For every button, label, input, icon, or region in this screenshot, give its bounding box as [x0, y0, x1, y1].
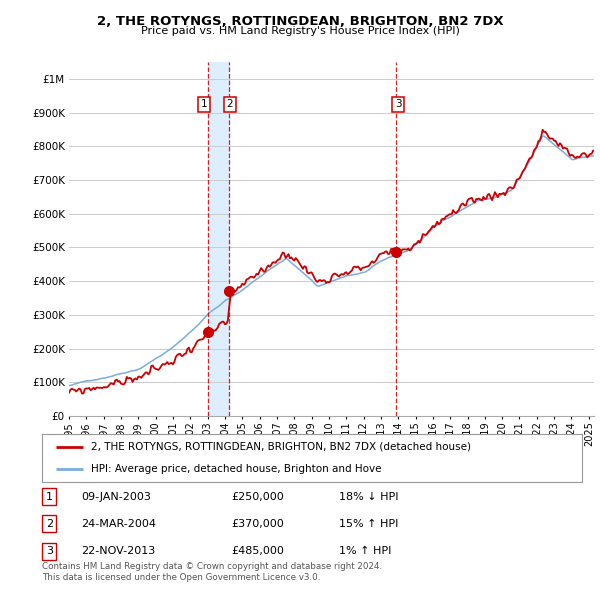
Text: 09-JAN-2003: 09-JAN-2003 [81, 492, 151, 502]
Text: 2, THE ROTYNGS, ROTTINGDEAN, BRIGHTON, BN2 7DX (detached house): 2, THE ROTYNGS, ROTTINGDEAN, BRIGHTON, B… [91, 442, 470, 452]
Text: 2: 2 [226, 100, 233, 109]
Text: 1% ↑ HPI: 1% ↑ HPI [339, 546, 391, 556]
Text: 18% ↓ HPI: 18% ↓ HPI [339, 492, 398, 502]
Bar [208, 62, 229, 416]
Text: 3: 3 [46, 546, 53, 556]
Text: 1: 1 [46, 492, 53, 502]
Text: 3: 3 [395, 100, 401, 109]
Text: 15% ↑ HPI: 15% ↑ HPI [339, 519, 398, 529]
Text: 2, THE ROTYNGS, ROTTINGDEAN, BRIGHTON, BN2 7DX: 2, THE ROTYNGS, ROTTINGDEAN, BRIGHTON, B… [97, 15, 503, 28]
Text: £485,000: £485,000 [231, 546, 284, 556]
Text: 2: 2 [46, 519, 53, 529]
Text: 22-NOV-2013: 22-NOV-2013 [81, 546, 155, 556]
Text: HPI: Average price, detached house, Brighton and Hove: HPI: Average price, detached house, Brig… [91, 464, 381, 474]
Text: £370,000: £370,000 [231, 519, 284, 529]
Text: 1: 1 [200, 100, 207, 109]
Text: Price paid vs. HM Land Registry's House Price Index (HPI): Price paid vs. HM Land Registry's House … [140, 26, 460, 36]
Text: 24-MAR-2004: 24-MAR-2004 [81, 519, 156, 529]
Text: £250,000: £250,000 [231, 492, 284, 502]
Text: Contains HM Land Registry data © Crown copyright and database right 2024.
This d: Contains HM Land Registry data © Crown c… [42, 562, 382, 582]
